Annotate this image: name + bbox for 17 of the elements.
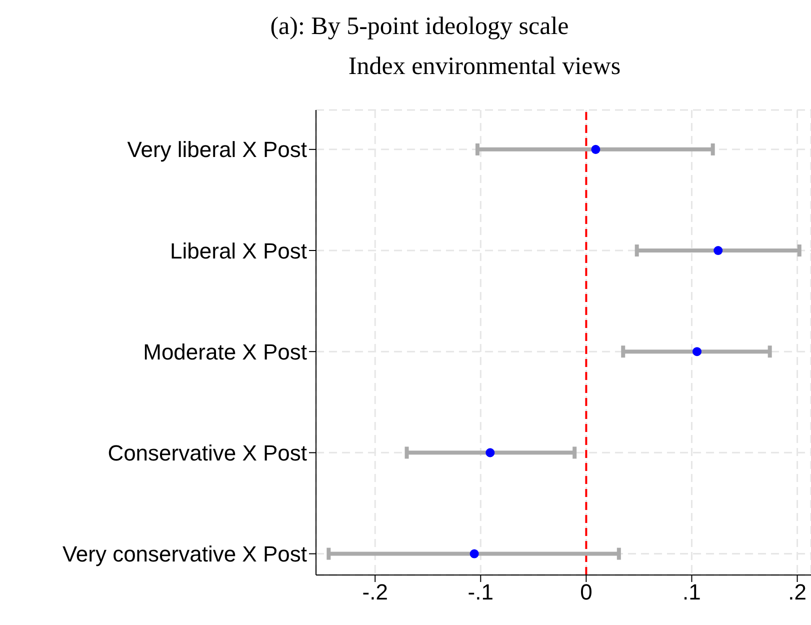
chart-subtitle: Index environmental views — [347, 52, 622, 82]
point — [470, 549, 479, 558]
y-tick-label: Very liberal X Post — [127, 137, 307, 162]
y-tick-label: Liberal X Post — [170, 238, 307, 264]
x-tick-label: 0 — [580, 580, 592, 605]
x-tick-label: -.1 — [468, 580, 494, 605]
point — [591, 144, 600, 154]
x-tick-label: .2 — [788, 580, 806, 605]
x-tick-label: -.2 — [362, 580, 388, 605]
point — [714, 246, 723, 256]
chart-title: (a): By 5-point ideology scale — [269, 12, 570, 42]
point — [486, 448, 495, 458]
x-tick-label: .1 — [682, 580, 701, 605]
point — [692, 347, 702, 356]
y-tick-label: Very conservative X Post — [62, 542, 307, 567]
y-tick-label: Conservative X Post — [108, 440, 307, 466]
y-tick-label: Moderate X Post — [143, 339, 307, 364]
